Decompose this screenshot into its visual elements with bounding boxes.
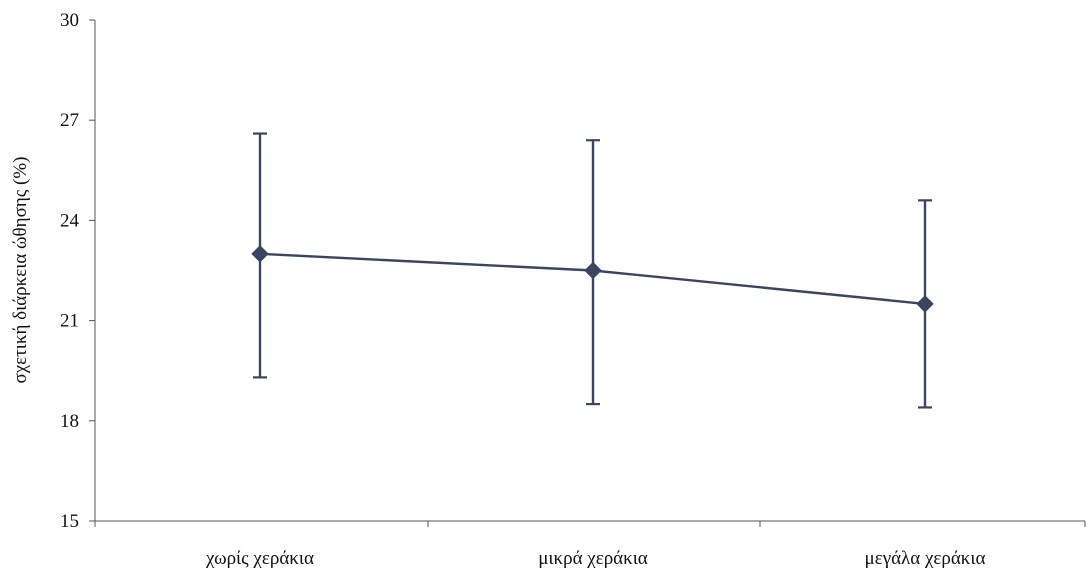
y-tick-label: 27 — [60, 110, 79, 131]
series-layer — [251, 132, 934, 409]
y-tick-label: 24 — [60, 210, 80, 231]
y-tick-label: 30 — [60, 10, 79, 31]
y-tick-label: 21 — [60, 311, 79, 332]
data-point-marker — [916, 295, 934, 313]
x-category-label: χωρίς χεράκια — [205, 548, 314, 569]
x-category-label: μεγάλα χεράκια — [865, 548, 986, 569]
y-axis-title: σχετική διάρκεια ώθησης (%) — [10, 156, 31, 383]
y-tick-label: 18 — [60, 411, 79, 432]
data-point-marker — [251, 245, 269, 263]
data-point-marker — [584, 261, 602, 280]
x-category-label: μικρά χεράκια — [538, 548, 648, 569]
y-tick-label: 15 — [60, 511, 79, 532]
axes: 15 18 21 24 27 30 χωρίς χεράκια μικρά χεράκια με… — [60, 10, 1086, 569]
